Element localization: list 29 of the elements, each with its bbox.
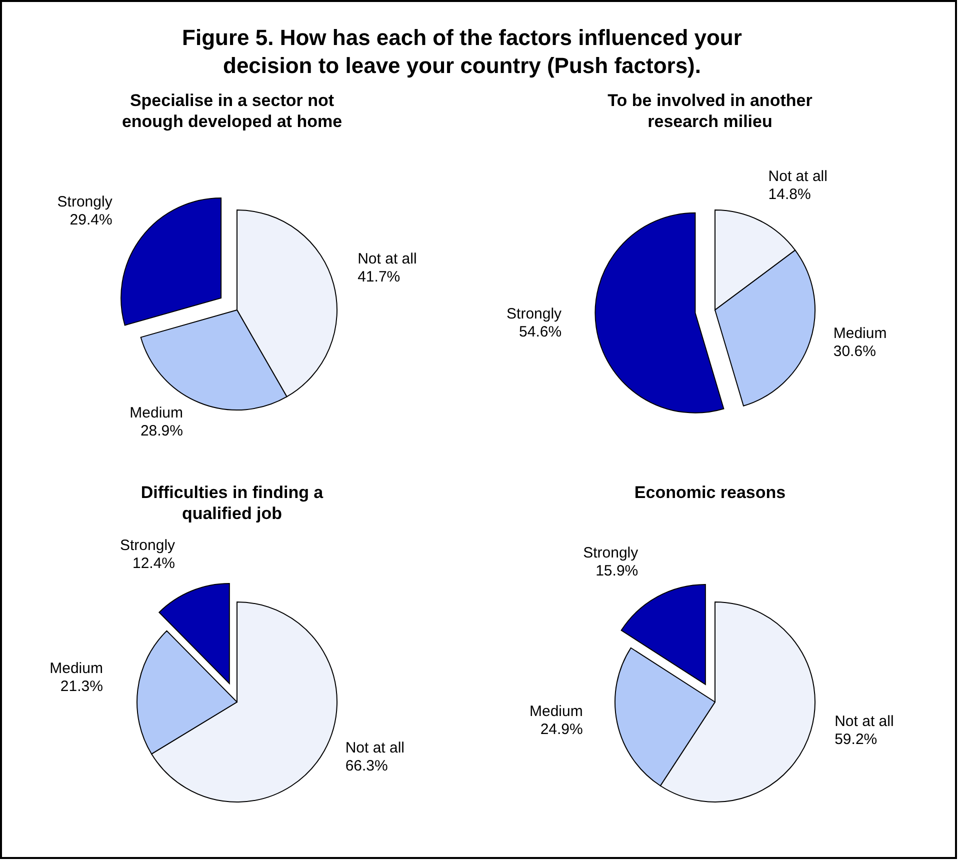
data-label: 54.6% (519, 324, 562, 341)
data-label: 59.2% (834, 731, 878, 748)
slice-label: Strongly (57, 194, 113, 211)
data-label: 41.7% (358, 268, 400, 286)
slice-label: Strongly (506, 306, 562, 323)
data-label: 15.9% (596, 562, 638, 580)
data-label: 24.9% (540, 721, 583, 738)
slice-label: Not at all (358, 250, 417, 268)
data-label: 66.3% (345, 758, 388, 775)
slice-label: Medium (530, 703, 583, 720)
slice-label: Not at all (768, 168, 828, 185)
data-label: 14.8% (768, 186, 811, 203)
text: Figure 5. How has each of the factors influenced your decision to leave your country (Push factors). (182, 24, 742, 80)
chart-subtitle: Specialise in a sector not enough developed at home (120, 90, 344, 132)
chart-subtitle: To be involved in another research milieu (606, 90, 814, 132)
slice-label: Medium (130, 404, 184, 422)
slice-label: Not at all (345, 740, 405, 757)
data-label: 28.9% (140, 422, 184, 440)
chart-subtitle: Economic reasons (633, 482, 787, 503)
chart-subtitle: Difficulties in finding a qualified job (140, 482, 324, 524)
data-label: 21.3% (60, 678, 103, 696)
slice-label: Strongly (583, 544, 639, 562)
slice-label: Medium (833, 324, 887, 342)
data-label: 29.4% (70, 212, 112, 229)
slice-label: Not at all (834, 713, 894, 730)
slice-label: Strongly (120, 537, 176, 554)
data-label: 12.4% (132, 555, 176, 572)
slice-label: Medium (50, 660, 103, 678)
data-label: 30.6% (833, 342, 876, 360)
